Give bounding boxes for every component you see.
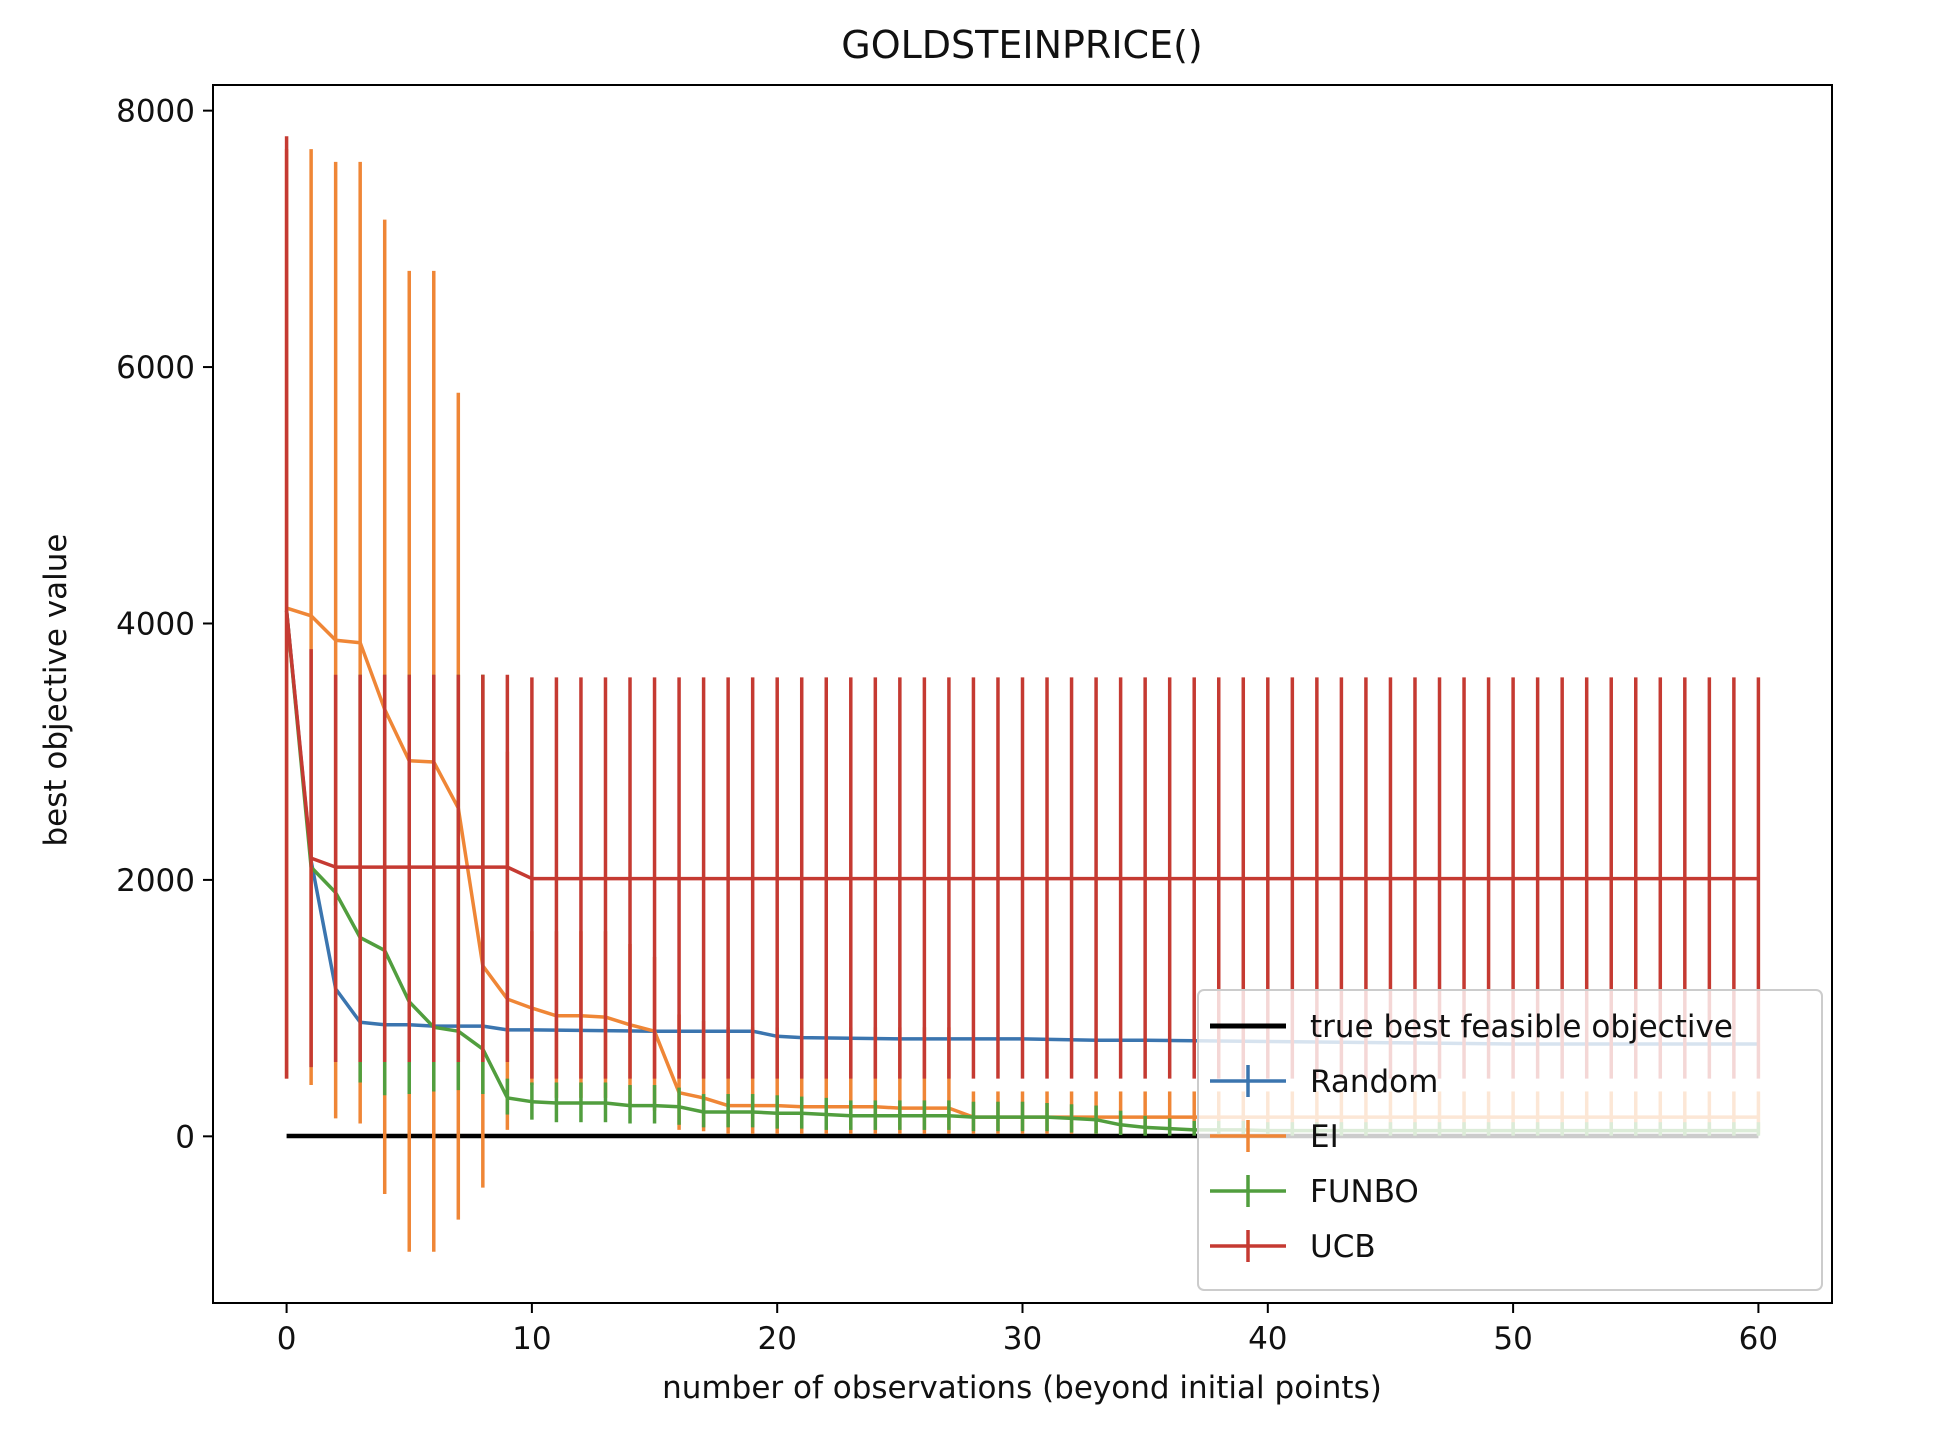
y-axis-label: best objective value	[38, 534, 74, 847]
legend-label: Random	[1310, 1064, 1438, 1100]
legend-box	[1197, 989, 1823, 1291]
x-tick-label: 40	[1248, 1321, 1287, 1357]
line-ucb	[284, 610, 1759, 881]
x-tick-label: 10	[512, 1321, 551, 1357]
legend-label: FUNBO	[1310, 1174, 1419, 1210]
x-axis-label: number of observations (beyond initial p…	[662, 1370, 1382, 1406]
chart-title: GOLDSTEINPRICE()	[841, 23, 1202, 67]
legend-label: EI	[1310, 1119, 1339, 1155]
legend: true best feasible objective Random EI FUNB…	[1197, 989, 1823, 1291]
x-tick-label: 0	[277, 1321, 297, 1357]
y-tick-label: 2000	[116, 863, 195, 899]
y-tick-label: 0	[175, 1119, 195, 1155]
legend-label: UCB	[1310, 1229, 1376, 1265]
y-tick-label: 4000	[116, 606, 195, 642]
x-tick-label: 60	[1739, 1321, 1778, 1357]
x-tick-label: 30	[1003, 1321, 1042, 1357]
y-tick-label: 6000	[116, 350, 195, 386]
y-tick-label: 8000	[116, 94, 195, 130]
x-tick-label: 20	[757, 1321, 796, 1357]
x-tick-label: 50	[1493, 1321, 1532, 1357]
legend-label: true best feasible objective	[1310, 1009, 1733, 1045]
